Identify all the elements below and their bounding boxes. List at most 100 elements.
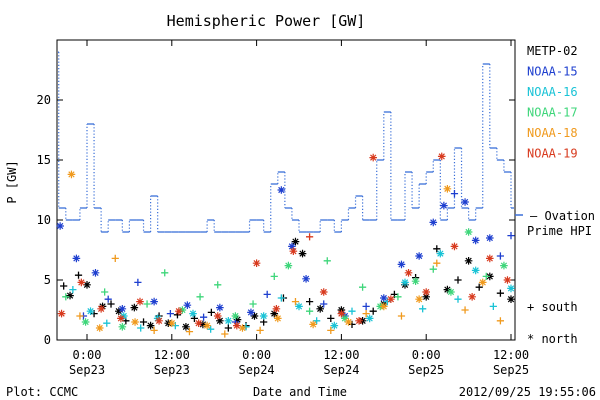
- point-noaa-18-148: [95, 324, 104, 332]
- point-noaa-16-97: [207, 325, 215, 333]
- point-metp-02-43: [454, 276, 462, 284]
- legend-ovation-line2: Prime HPI: [527, 224, 592, 238]
- point-noaa-17-136: [394, 293, 402, 301]
- point-noaa-19-199: [486, 254, 494, 263]
- point-metp-02-9: [130, 303, 139, 312]
- point-metp-02-19: [216, 317, 224, 325]
- point-noaa-19-179: [136, 297, 144, 306]
- point-noaa-17-123: [161, 269, 169, 277]
- point-noaa-15-66: [247, 308, 255, 317]
- point-noaa-18-154: [203, 321, 211, 330]
- point-metp-02-21: [233, 315, 242, 324]
- point-noaa-18-152: [168, 319, 176, 327]
- point-noaa-18-153: [185, 328, 194, 336]
- legend-entry-noaa-17: NOAA-17: [527, 106, 578, 120]
- point-noaa-19-180: [155, 317, 163, 325]
- point-noaa-18-150: [131, 318, 139, 326]
- point-noaa-15-57: [104, 295, 112, 303]
- point-noaa-16-96: [189, 309, 197, 318]
- point-noaa-17-120: [101, 288, 109, 296]
- point-noaa-17-125: [196, 293, 204, 301]
- point-noaa-19-184: [233, 321, 241, 330]
- point-noaa-15-77: [429, 218, 438, 227]
- point-noaa-15-68: [277, 186, 286, 194]
- point-noaa-15-53: [56, 222, 64, 230]
- x-tick-label-time-5: 12:00: [493, 348, 529, 362]
- point-metp-02-20: [224, 324, 232, 332]
- x-tick-label-time-3: 12:00: [323, 348, 359, 362]
- point-noaa-15-83: [496, 252, 504, 260]
- point-noaa-15-73: [362, 302, 370, 310]
- point-noaa-17-132: [323, 257, 331, 265]
- point-noaa-18-162: [344, 318, 353, 326]
- point-noaa-16-98: [224, 317, 233, 325]
- legend-entry-metp-02: METP-02: [527, 44, 578, 58]
- point-noaa-18-165: [397, 312, 406, 320]
- point-noaa-17-139: [447, 288, 455, 296]
- point-noaa-16-89: [69, 286, 77, 294]
- point-metp-02-42: [443, 285, 452, 294]
- legend-entry-noaa-19: NOAA-19: [527, 147, 578, 161]
- point-noaa-17-137: [411, 277, 420, 285]
- point-noaa-18-169: [461, 306, 469, 314]
- point-noaa-18-168: [443, 185, 452, 193]
- point-noaa-16-101: [277, 294, 285, 302]
- y-tick-label-0: 0: [44, 333, 51, 347]
- point-noaa-15-67: [263, 290, 271, 298]
- y-tick-label-15: 15: [37, 153, 51, 167]
- point-noaa-17-118: [62, 293, 70, 301]
- point-metp-02-18: [207, 308, 215, 316]
- point-noaa-15-81: [471, 236, 480, 245]
- point-noaa-19-182: [194, 319, 203, 327]
- point-metp-02-25: [270, 309, 279, 318]
- point-metp-02-0: [60, 282, 68, 290]
- point-metp-02-7: [115, 307, 123, 315]
- point-noaa-19-192: [369, 153, 377, 162]
- point-noaa-16-111: [454, 295, 462, 303]
- point-noaa-18-158: [274, 314, 282, 323]
- point-noaa-18-155: [221, 330, 229, 338]
- point-noaa-17-140: [464, 228, 473, 236]
- legend-south: + south: [527, 300, 578, 314]
- point-noaa-19-178: [117, 314, 125, 323]
- point-noaa-18-157: [256, 326, 264, 334]
- point-noaa-15-80: [461, 198, 469, 206]
- y-tick-label-20: 20: [37, 93, 51, 107]
- y-tick-label-5: 5: [44, 273, 51, 287]
- point-noaa-19-186: [272, 305, 281, 313]
- point-noaa-16-108: [401, 278, 409, 287]
- point-metp-02-15: [182, 323, 190, 331]
- point-noaa-17-119: [81, 318, 90, 326]
- point-noaa-15-78: [440, 201, 448, 210]
- point-noaa-19-185: [252, 259, 261, 267]
- point-metp-02-16: [190, 314, 199, 322]
- point-noaa-17-133: [341, 314, 349, 323]
- x-tick-label-date-3: Sep24: [323, 363, 359, 377]
- footer-plot-source: Plot: CCMC: [6, 385, 78, 399]
- legend-entry-noaa-16: NOAA-16: [527, 85, 578, 99]
- point-noaa-18-171: [496, 317, 504, 325]
- point-noaa-17-129: [270, 272, 278, 280]
- point-noaa-15-74: [380, 294, 388, 302]
- point-noaa-19-188: [306, 233, 314, 241]
- point-noaa-15-63: [200, 313, 208, 321]
- point-noaa-15-71: [320, 300, 328, 308]
- point-noaa-17-131: [306, 307, 314, 315]
- point-noaa-16-110: [436, 249, 445, 258]
- point-noaa-15-61: [166, 310, 174, 318]
- point-noaa-19-197: [450, 242, 459, 251]
- point-noaa-16-94: [153, 314, 162, 323]
- plot-frame: [56, 39, 516, 341]
- point-noaa-18-159: [291, 298, 300, 306]
- legend-entry-noaa-18: NOAA-18: [527, 126, 578, 140]
- x-tick-label-time-4: 0:00: [412, 348, 441, 362]
- point-noaa-19-193: [387, 295, 395, 303]
- point-noaa-19-187: [289, 247, 298, 255]
- point-noaa-16-114: [507, 284, 515, 293]
- point-noaa-15-75: [397, 260, 406, 269]
- point-noaa-16-103: [313, 317, 321, 325]
- x-tick-label-date-4: Sep25: [408, 363, 444, 377]
- point-noaa-16-113: [489, 302, 497, 310]
- point-noaa-15-76: [415, 252, 423, 260]
- point-noaa-15-82: [486, 234, 494, 242]
